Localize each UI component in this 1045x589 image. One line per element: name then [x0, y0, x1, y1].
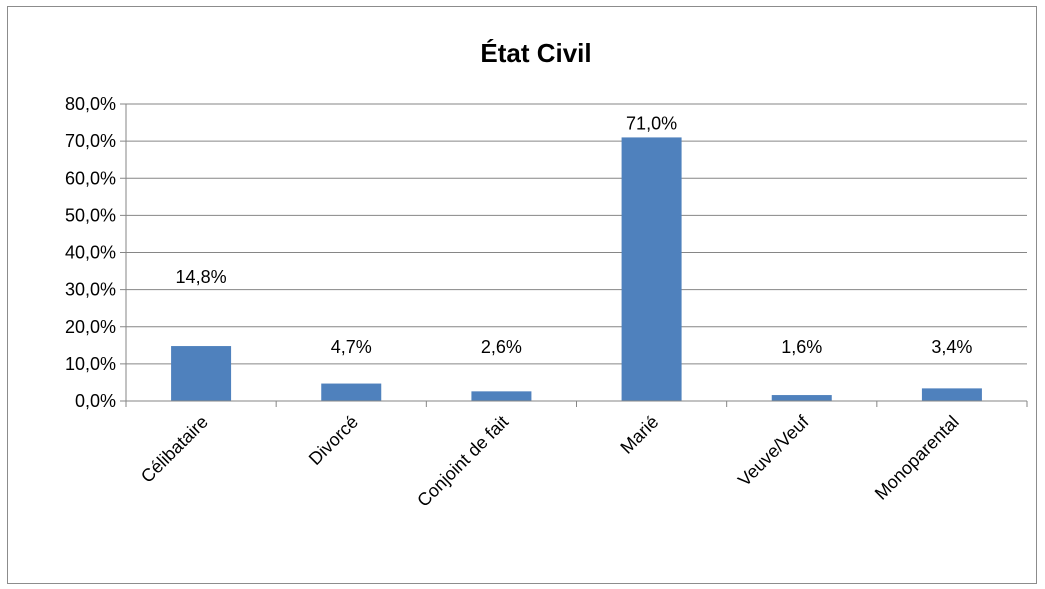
y-tick-label: 80,0% [65, 94, 116, 114]
y-tick-label: 60,0% [65, 168, 116, 188]
chart-frame [7, 6, 1037, 584]
bar [171, 346, 232, 401]
gridlines [126, 103, 1027, 402]
chart-title: État Civil [480, 38, 591, 68]
data-label: 1,6% [781, 337, 822, 357]
category-label: Marié [616, 412, 662, 458]
category-label: Monoparental [871, 412, 963, 504]
category-labels: Célibataire Divorcé Conjoint de fait Marié V… [137, 411, 963, 511]
bar [771, 395, 832, 401]
y-tick-label: 40,0% [65, 243, 116, 263]
data-label: 4,7% [331, 337, 372, 357]
category-label: Conjoint de fait [413, 412, 512, 511]
y-axis-ticks: 0,0% 10,0% 20,0% 30,0% 40,0% 50,0% 60,0% 70,0% 8… [65, 94, 126, 411]
bar [321, 383, 382, 401]
y-tick-label: 50,0% [65, 205, 116, 225]
y-tick-label: 0,0% [75, 391, 116, 411]
data-label: 2,6% [481, 337, 522, 357]
category-label: Divorcé [305, 412, 362, 469]
data-label: 71,0% [626, 113, 677, 133]
bar [621, 137, 682, 401]
category-label: Célibataire [137, 412, 212, 487]
data-labels: 14,8% 4,7% 2,6% 71,0% 1,6% 3,4% [176, 113, 973, 357]
bars [171, 137, 982, 401]
bar [921, 388, 982, 401]
y-tick-label: 10,0% [65, 354, 116, 374]
y-tick-label: 20,0% [65, 317, 116, 337]
y-tick-label: 70,0% [65, 131, 116, 151]
data-label: 14,8% [176, 267, 227, 287]
bar [471, 391, 532, 401]
y-tick-label: 30,0% [65, 280, 116, 300]
category-label: Veuve/Veuf [734, 411, 813, 490]
x-axis [125, 104, 1028, 407]
data-label: 3,4% [931, 337, 972, 357]
